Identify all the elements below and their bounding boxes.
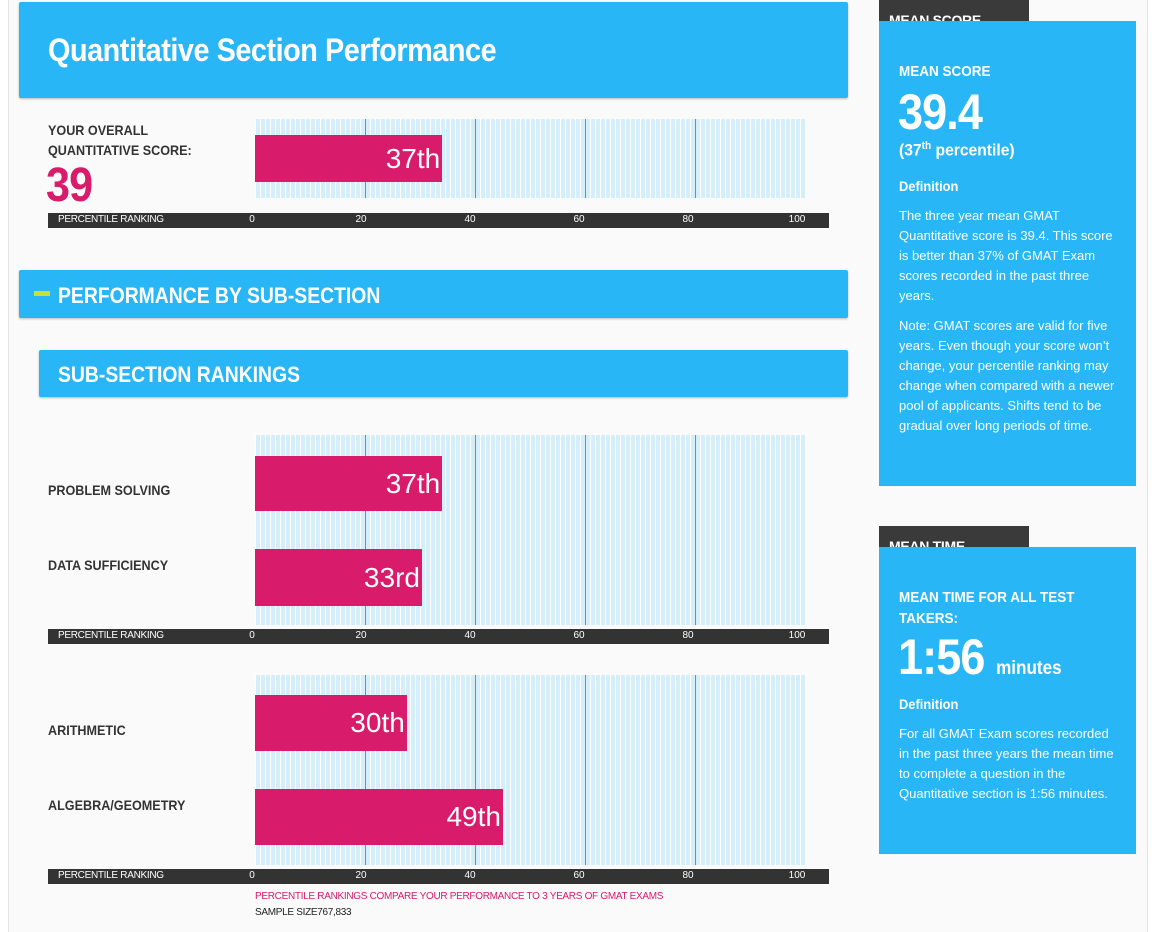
tick-label: 40 (464, 870, 476, 881)
mean-score-value: 39.4 (898, 84, 983, 140)
tick-label: 60 (573, 630, 585, 641)
mean-score-definition: The three year mean GMAT Quantitative sc… (899, 208, 1113, 303)
percentile-axis: PERCENTILE RANKING 0 20 40 60 80 100 (48, 629, 829, 644)
tick-label: 80 (682, 870, 694, 881)
tick-label: 40 (464, 630, 476, 641)
overall-score-label: YOUR OVERALL QUANTITATIVE SCORE: (48, 120, 210, 160)
collapse-minus-icon[interactable] (34, 291, 50, 296)
tick-label: 20 (355, 214, 367, 225)
mean-time-definition-label: Definition (899, 696, 959, 712)
mean-time-panel: MEAN TIME FOR ALL TEST TAKERS: 1:56 minu… (879, 547, 1136, 854)
tick-label: 100 (788, 214, 806, 225)
page-title-banner: Quantitative Section Performance (19, 2, 848, 98)
category-label-data-sufficiency: DATA SUFFICIENCY (48, 557, 169, 573)
tick-label: 40 (464, 214, 476, 225)
tick-label: 100 (788, 630, 806, 641)
tick-label: 0 (249, 630, 255, 641)
bar-arithmetic: 30th (255, 695, 407, 751)
tick-label: 20 (355, 870, 367, 881)
subsection-rankings-header: SUB-SECTION RANKINGS (39, 350, 848, 397)
category-label-arithmetic: ARITHMETIC (48, 722, 126, 738)
gridline (584, 119, 586, 198)
gridline (694, 675, 696, 865)
tick-label: 80 (682, 214, 694, 225)
bar-data-label: 37th (385, 467, 441, 499)
overall-score-value: 39 (46, 159, 93, 212)
tick-label: 100 (788, 870, 806, 881)
category-label-algebra-geometry: ALGEBRA/GEOMETRY (48, 797, 186, 813)
mean-time-definition: For all GMAT Exam scores recorded in the… (899, 726, 1114, 801)
bar-data-label: 49th (446, 801, 501, 832)
mean-score-panel: MEAN SCORE 39.4 (37th percentile) Defini… (879, 21, 1136, 486)
mean-score-definition-label: Definition (899, 178, 959, 194)
axis-title: PERCENTILE RANKING (58, 630, 164, 641)
axis-title: PERCENTILE RANKING (58, 870, 164, 881)
gridline (694, 119, 696, 198)
gridline (584, 675, 586, 865)
mean-time-heading-line2: TAKERS: (899, 610, 959, 627)
sample-size: SAMPLE SIZE767,833 (255, 907, 352, 918)
axis-title: PERCENTILE RANKING (58, 214, 164, 225)
tick-label: 20 (355, 630, 367, 641)
bar-problem-solving: 37th (255, 456, 443, 511)
mean-time-value: 1:56 (898, 629, 985, 685)
percentile-axis: PERCENTILE RANKING 0 20 40 60 80 100 (48, 869, 829, 884)
bar-algebra-geometry: 49th (255, 789, 503, 845)
bar-data-sufficiency: 33rd (255, 549, 422, 606)
mean-time-heading-line1: MEAN TIME FOR ALL TEST (899, 589, 1075, 606)
performance-by-subsection-toggle[interactable]: PERFORMANCE BY SUB-SECTION (19, 270, 848, 318)
bar-your-overall-quantitative-score: 37th (255, 135, 443, 182)
mean-time-value-row: 1:56 minutes (898, 628, 1062, 686)
pct-sup: th (921, 140, 932, 152)
gridline (694, 435, 696, 625)
mean-time-unit: minutes (996, 658, 1062, 679)
pct-close: percentile) (931, 140, 1015, 160)
percentile-axis: PERCENTILE RANKING 0 20 40 60 80 100 (48, 213, 829, 228)
tick-label: 0 (249, 870, 255, 881)
gridline (364, 675, 366, 865)
gridline (584, 435, 586, 625)
bar-data-label: 37th (385, 142, 441, 174)
page-title: Quantitative Section Performance (48, 32, 497, 68)
tick-label: 60 (573, 870, 585, 881)
mean-score-percentile: (37th percentile) (899, 140, 1015, 161)
gridline (474, 675, 476, 865)
overall-label-line1: YOUR OVERALL (48, 122, 149, 138)
tick-label: 60 (573, 214, 585, 225)
gridline (364, 435, 366, 625)
rankings-title: SUB-SECTION RANKINGS (58, 362, 301, 387)
bar-data-label: 30th (350, 707, 405, 738)
subsection-title: PERFORMANCE BY SUB-SECTION (58, 283, 381, 308)
bar-data-label: 33rd (363, 561, 420, 593)
mean-score-note: Note: GMAT scores are valid for five yea… (899, 318, 1115, 433)
gridline (474, 119, 476, 198)
gridline (474, 435, 476, 625)
category-label-problem-solving: PROBLEM SOLVING (48, 482, 171, 498)
overall-label-line2: QUANTITATIVE SCORE: (48, 142, 192, 158)
pct-open: (37 (899, 140, 922, 160)
tick-label: 0 (249, 214, 255, 225)
tick-label: 80 (682, 630, 694, 641)
percentile-footnote: PERCENTILE RANKINGS COMPARE YOUR PERFORM… (255, 891, 664, 902)
mean-score-heading: MEAN SCORE (899, 63, 991, 80)
